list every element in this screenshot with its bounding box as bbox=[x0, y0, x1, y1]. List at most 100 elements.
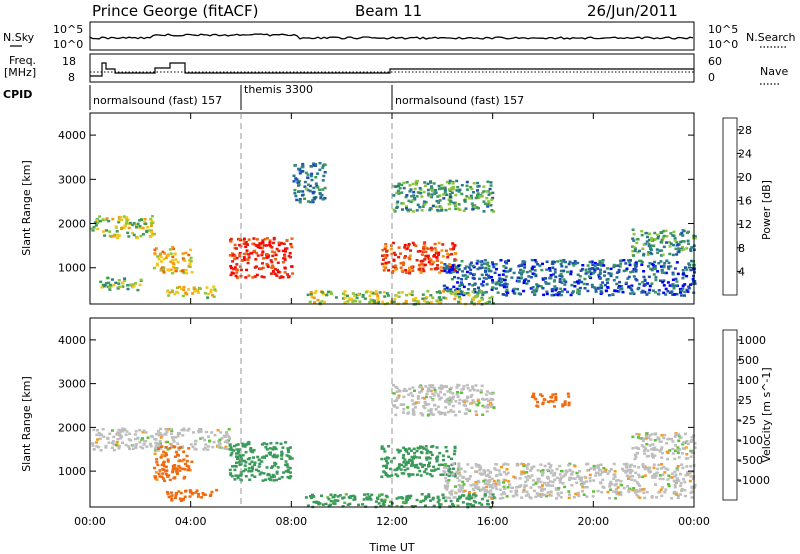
data-cell bbox=[536, 405, 540, 408]
data-cell bbox=[155, 478, 159, 481]
data-cell bbox=[383, 500, 387, 504]
data-cell bbox=[282, 471, 286, 474]
data-cell bbox=[197, 428, 201, 431]
data-cell bbox=[650, 432, 654, 436]
data-cell bbox=[637, 466, 641, 469]
data-cell bbox=[490, 497, 494, 500]
data-cell bbox=[690, 496, 694, 499]
data-cell bbox=[333, 499, 337, 502]
data-cell bbox=[567, 490, 571, 493]
data-cell bbox=[674, 444, 677, 447]
data-cell bbox=[99, 280, 103, 284]
data-cell bbox=[679, 484, 683, 488]
data-cell bbox=[535, 492, 539, 495]
data-cell bbox=[238, 253, 242, 257]
data-cell bbox=[357, 293, 361, 296]
data-cell bbox=[189, 259, 193, 263]
data-cell bbox=[416, 446, 420, 450]
data-cell bbox=[516, 280, 520, 283]
data-cell bbox=[399, 262, 403, 265]
data-cell bbox=[443, 188, 447, 192]
data-cell bbox=[606, 281, 609, 284]
data-cell bbox=[362, 498, 366, 501]
data-cell bbox=[472, 493, 475, 496]
data-cell bbox=[461, 494, 464, 497]
data-cell bbox=[664, 293, 668, 296]
data-cell bbox=[676, 468, 680, 472]
data-cell bbox=[432, 386, 436, 390]
data-cell bbox=[446, 289, 450, 293]
data-cell bbox=[389, 300, 393, 303]
data-cell bbox=[171, 470, 175, 474]
data-cell bbox=[370, 493, 374, 497]
data-cell bbox=[154, 444, 158, 448]
data-cell bbox=[274, 258, 278, 261]
data-cell bbox=[451, 270, 455, 274]
data-cell bbox=[502, 470, 506, 474]
data-cell bbox=[654, 291, 657, 294]
data-cell bbox=[456, 476, 459, 480]
data-cell bbox=[481, 298, 485, 301]
data-cell bbox=[94, 441, 98, 444]
data-cell bbox=[166, 440, 170, 444]
data-cell bbox=[654, 278, 658, 282]
data-cell bbox=[660, 494, 664, 498]
data-cell bbox=[99, 219, 102, 223]
data-cell bbox=[399, 468, 403, 471]
data-cell bbox=[122, 215, 126, 218]
data-cell bbox=[407, 459, 411, 462]
data-cell bbox=[209, 290, 213, 294]
data-cell bbox=[565, 470, 569, 474]
data-cell bbox=[233, 243, 237, 247]
data-cell bbox=[269, 272, 273, 275]
data-cell bbox=[424, 254, 428, 258]
data-cell bbox=[552, 260, 556, 263]
data-cell bbox=[636, 482, 640, 486]
data-cell bbox=[442, 469, 446, 473]
colorbar-tick-label: 28 bbox=[738, 124, 752, 137]
data-cell bbox=[255, 238, 259, 241]
data-cell bbox=[640, 437, 644, 440]
data-cell bbox=[468, 389, 472, 392]
data-cell bbox=[594, 290, 598, 293]
data-cell bbox=[160, 266, 164, 269]
data-cell bbox=[490, 477, 494, 480]
data-cell bbox=[634, 471, 638, 475]
data-cell bbox=[672, 287, 676, 290]
data-cell bbox=[260, 443, 264, 446]
data-cell bbox=[538, 264, 542, 267]
data-cell bbox=[413, 451, 417, 455]
data-cell bbox=[665, 442, 669, 445]
data-cell bbox=[381, 300, 385, 304]
data-cell bbox=[449, 292, 453, 295]
data-cell bbox=[652, 463, 656, 466]
data-cell bbox=[619, 491, 623, 494]
data-cell bbox=[549, 464, 553, 467]
data-cell bbox=[187, 288, 191, 291]
data-cell bbox=[448, 467, 452, 471]
data-cell bbox=[346, 300, 350, 303]
data-cell bbox=[402, 411, 405, 414]
data-cell bbox=[371, 301, 375, 305]
data-cell bbox=[586, 469, 590, 472]
data-cell bbox=[120, 218, 124, 222]
data-cell bbox=[286, 447, 290, 450]
data-cell bbox=[172, 247, 176, 251]
data-cell bbox=[645, 466, 649, 470]
data-cell bbox=[554, 392, 558, 396]
data-cell bbox=[441, 454, 445, 457]
data-cell bbox=[271, 473, 275, 477]
data-cell bbox=[671, 284, 675, 288]
data-cell bbox=[318, 188, 322, 192]
data-cell bbox=[128, 447, 132, 451]
data-cell bbox=[433, 247, 437, 250]
data-cell bbox=[264, 478, 268, 481]
data-cell bbox=[672, 490, 676, 494]
data-cell bbox=[322, 174, 326, 178]
data-cell bbox=[410, 290, 414, 293]
freq-tick-top: 18 bbox=[62, 55, 76, 68]
data-cell bbox=[551, 484, 555, 487]
data-cell bbox=[452, 245, 456, 249]
data-cell bbox=[148, 229, 152, 232]
data-cell bbox=[103, 234, 107, 237]
